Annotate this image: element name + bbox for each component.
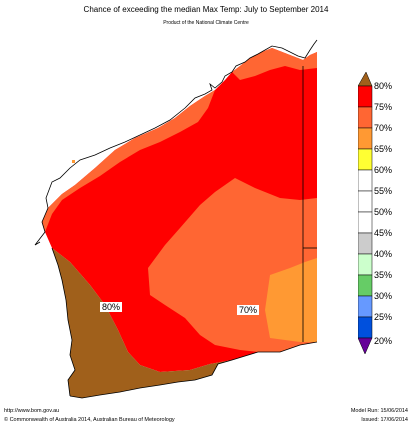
legend-label-55: 55% xyxy=(374,186,393,196)
footer-model-run: Model Run: 15/06/2014 xyxy=(350,408,408,414)
zone-75-north xyxy=(232,48,317,80)
legend-swatch-65 xyxy=(358,148,373,171)
legend-label-20: 20% xyxy=(374,336,393,346)
west-coast xyxy=(51,247,76,397)
region-label-70: 70% xyxy=(237,305,260,315)
footer-url[interactable]: http://www.bom.gov.au xyxy=(4,408,60,414)
legend-label-25: 25% xyxy=(374,312,393,322)
legend-label-35: 35% xyxy=(374,270,393,280)
coastline xyxy=(34,39,318,246)
legend-label-80: 80% xyxy=(374,81,393,91)
legend-swatch-25 xyxy=(358,316,373,339)
island xyxy=(72,160,75,163)
legend-colorbar xyxy=(358,72,373,355)
legend-label-40: 40% xyxy=(374,249,393,259)
zone-75-northwest xyxy=(42,90,215,232)
legend-swatch-40 xyxy=(358,253,373,276)
footer-issued: Issued: 17/06/2014 xyxy=(361,417,408,423)
zone-80-southwest xyxy=(52,248,232,398)
legend-swatch-45 xyxy=(358,232,373,255)
legend-label-50: 50% xyxy=(374,207,393,217)
legend-swatch-80 xyxy=(358,85,373,108)
legend-swatch-30 xyxy=(358,295,373,318)
legend-label-70: 70% xyxy=(374,123,393,133)
legend-label-45: 45% xyxy=(374,228,393,238)
legend-label-30: 30% xyxy=(374,291,393,301)
region-label-80: 80% xyxy=(100,302,123,312)
legend-swatch-55 xyxy=(358,190,373,213)
legend-label-65: 65% xyxy=(374,144,393,154)
legend-swatch-50 xyxy=(358,211,373,234)
legend-bottom-arrow xyxy=(358,337,373,355)
map-subtitle: Product of the National Climate Centre xyxy=(163,20,249,26)
south-coast xyxy=(69,341,318,399)
legend-swatch-75 xyxy=(358,106,373,129)
zone-70-east xyxy=(265,258,317,342)
legend-label-60: 60% xyxy=(374,165,393,175)
legend-swatch-60 xyxy=(358,169,373,192)
legend-swatch-35 xyxy=(358,274,373,297)
legend-label-75: 75% xyxy=(374,102,393,112)
legend-top-arrow xyxy=(358,72,373,87)
footer-copyright: © Commonwealth of Australia 2014, Austra… xyxy=(4,417,175,423)
map-title: Chance of exceeding the median Max Temp:… xyxy=(83,5,329,14)
legend-swatch-70 xyxy=(358,127,373,150)
legend: 80% 75% 70% 65% 60% 55% 50% 45% 40% 35% … xyxy=(358,72,408,357)
